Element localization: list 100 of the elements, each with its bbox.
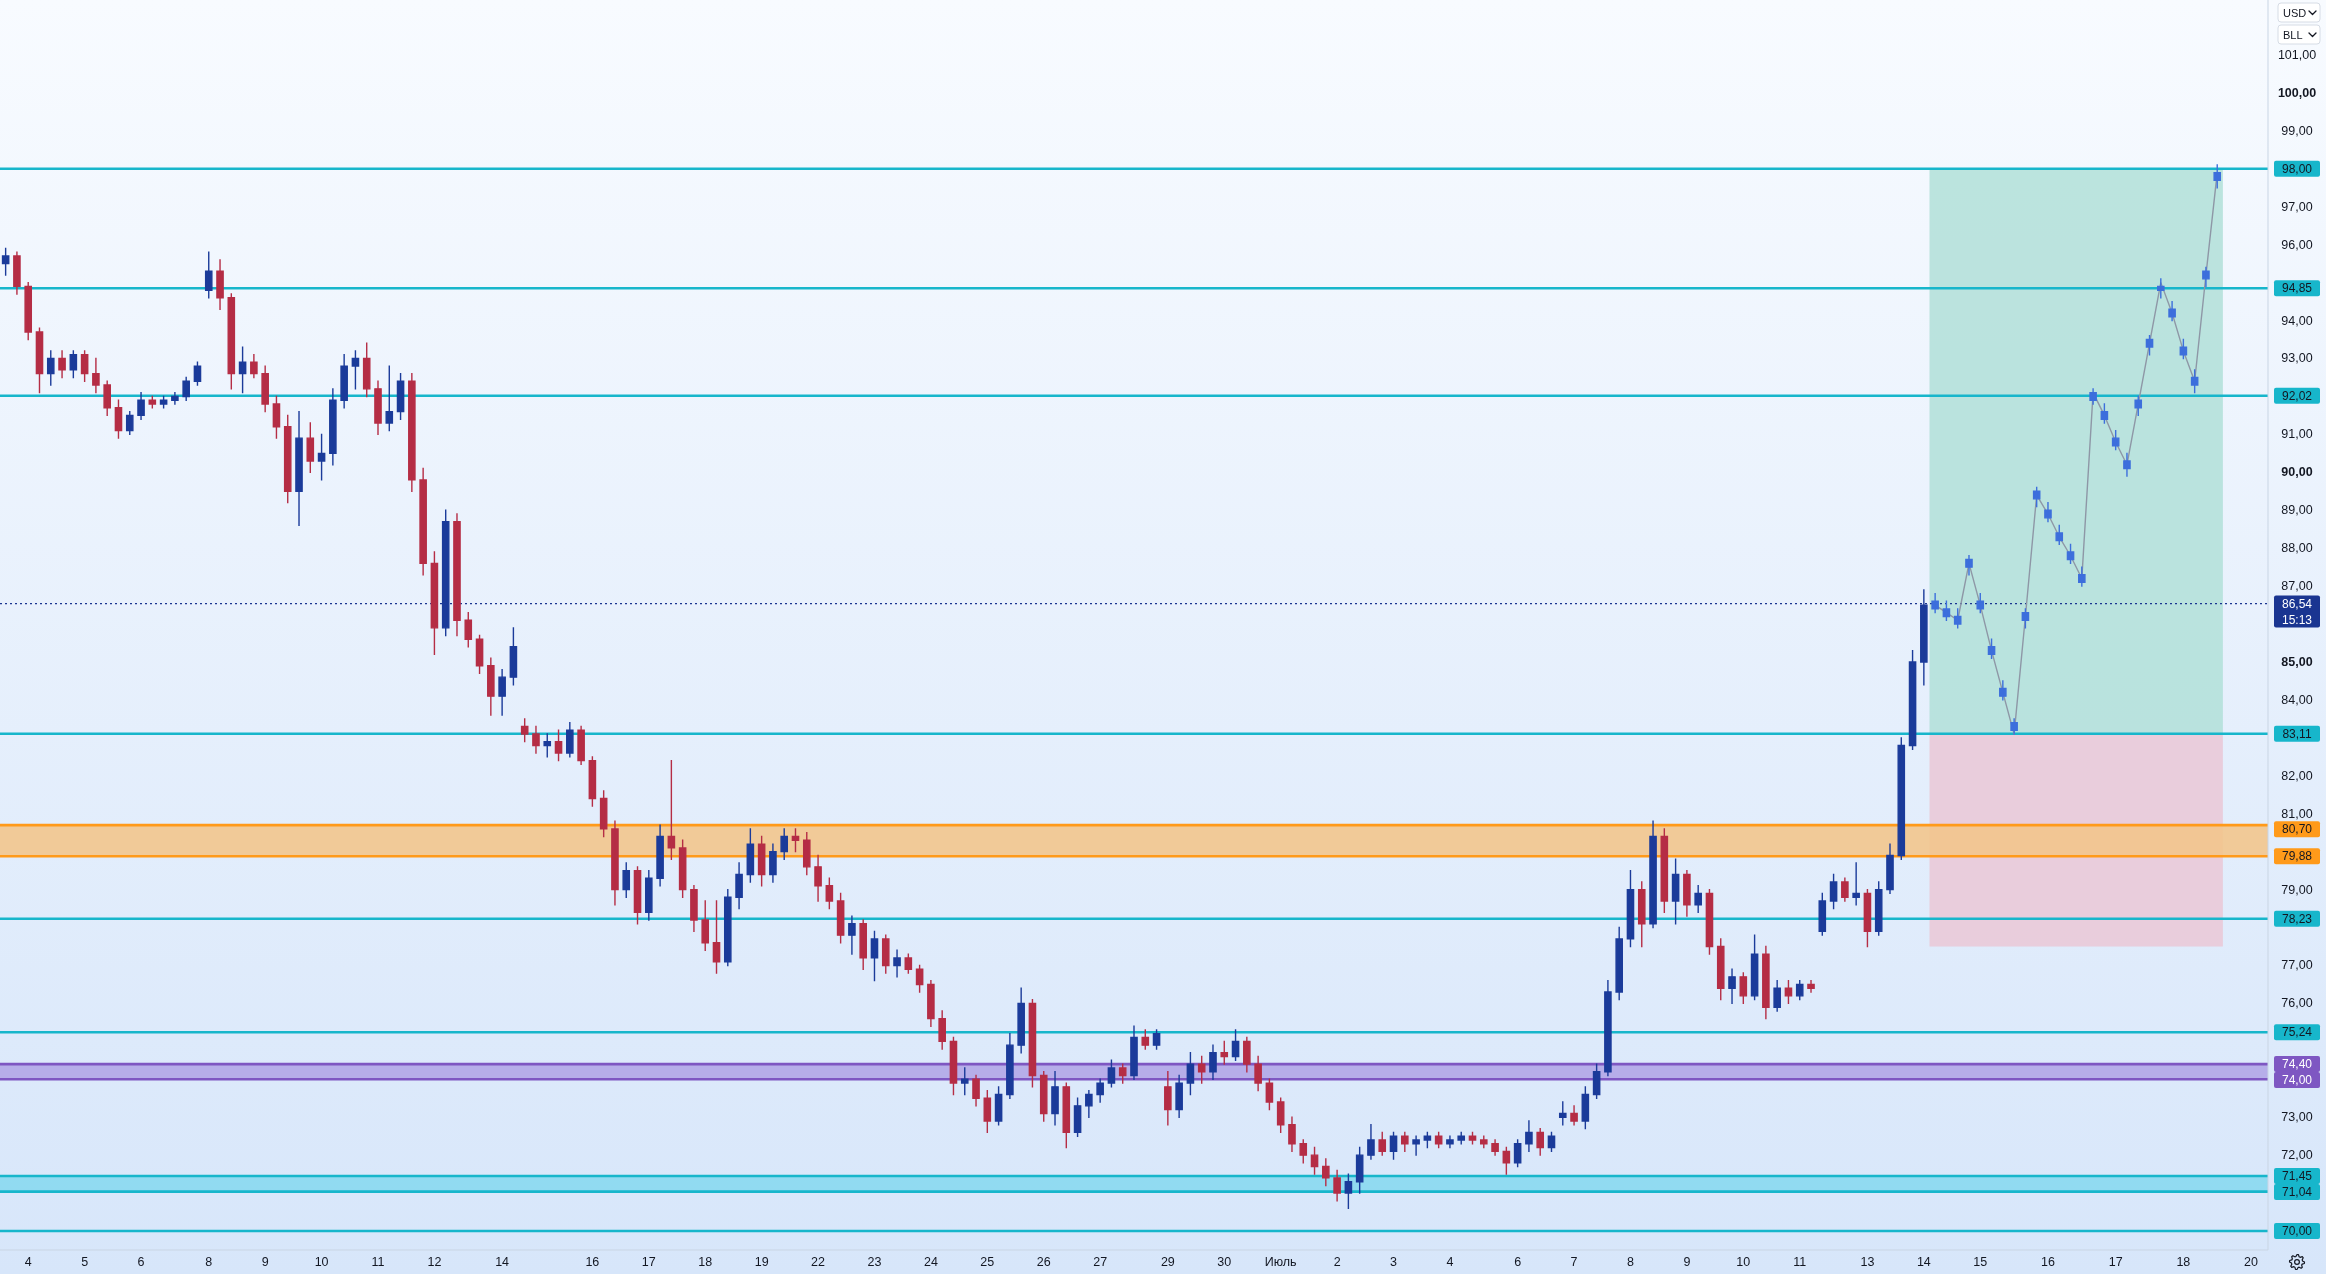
y-tick-label: 89,00	[2281, 503, 2313, 518]
candlestick	[622, 862, 631, 898]
ref-line-label: 86,54 15:13	[2281, 596, 2313, 627]
candlestick	[1987, 638, 1996, 659]
y-tick-label: 81,00	[2281, 806, 2313, 821]
candlestick	[2055, 524, 2064, 546]
candlestick	[577, 725, 585, 766]
candlestick	[1457, 1131, 1466, 1145]
candlestick	[848, 915, 856, 955]
x-tick-label: Июль	[1264, 1255, 1297, 1269]
candlestick	[125, 410, 134, 436]
candlestick	[1694, 885, 1702, 914]
candlestick	[1164, 1071, 1172, 1126]
candlestick	[216, 259, 224, 310]
x-tick-label: 18	[2176, 1255, 2191, 1269]
ref-line-label: 78,23	[2281, 911, 2313, 926]
candlestick	[238, 346, 247, 394]
candlestick	[1310, 1146, 1319, 1175]
x-tick-label: 10	[314, 1255, 329, 1269]
candlestick	[769, 843, 777, 883]
x-tick-label: 4	[24, 1255, 32, 1269]
candlestick	[1649, 820, 1657, 929]
candlestick	[2145, 335, 2154, 356]
ref-line-label: 71,04	[2281, 1185, 2313, 1200]
candlestick	[1491, 1139, 1499, 1156]
candlestick	[1389, 1131, 1398, 1160]
y-tick-label: 76,00	[2281, 996, 2313, 1011]
candlestick	[351, 350, 360, 390]
candlestick	[566, 721, 574, 758]
candlestick	[723, 888, 732, 967]
x-tick-label: 4	[1446, 1255, 1454, 1269]
ref-line-label: 71,45	[2281, 1169, 2313, 1184]
candlestick	[283, 414, 292, 504]
y-tick-label: 93,00	[2281, 351, 2313, 366]
candlestick	[1762, 945, 1770, 1020]
x-tick-label: 6	[1514, 1255, 1522, 1269]
candlestick	[295, 410, 303, 527]
candlestick	[2021, 608, 2030, 629]
x-tick-label: 13	[1860, 1255, 1875, 1269]
y-tick-label: 97,00	[2281, 199, 2313, 214]
x-tick-label: 22	[811, 1255, 826, 1269]
candlestick	[261, 365, 269, 413]
candlestick	[735, 862, 743, 910]
candlestick	[46, 350, 55, 386]
y-tick-label: 90,00	[2281, 465, 2313, 480]
y-tick-label: 96,00	[2281, 237, 2313, 252]
candlestick	[1479, 1135, 1488, 1149]
candlestick	[1288, 1116, 1296, 1153]
x-tick-label: 16	[585, 1255, 600, 1269]
ref-line-label: 94,85	[2281, 281, 2313, 296]
candlestick	[1209, 1044, 1217, 1080]
x-tick-label: 8	[1627, 1255, 1634, 1269]
y-tick-label: 100,00	[2277, 85, 2317, 100]
candlestick	[2111, 429, 2120, 451]
candlestick	[2202, 266, 2210, 288]
candlestick	[362, 342, 371, 398]
candlestick	[2078, 566, 2086, 587]
candlestick	[1423, 1131, 1432, 1149]
candlestick	[1773, 979, 1781, 1012]
candlestick	[148, 395, 157, 409]
candlestick	[927, 979, 935, 1027]
candlestick	[1637, 881, 1646, 948]
candlestick	[1039, 1071, 1048, 1122]
candlestick	[1367, 1124, 1375, 1160]
x-tick-label: 9	[261, 1255, 269, 1269]
candlestick	[904, 953, 913, 974]
y-tick-label: 94,00	[2281, 313, 2313, 328]
candlestick	[870, 930, 879, 982]
x-tick-label: 6	[137, 1255, 145, 1269]
candlestick	[1085, 1089, 1093, 1118]
candlestick	[520, 718, 529, 743]
candlestick	[1186, 1052, 1195, 1096]
candlestick	[1886, 843, 1894, 895]
ref-line-label: 75,24	[2281, 1025, 2313, 1040]
candlestick	[1344, 1173, 1353, 1209]
candlestick	[1254, 1055, 1262, 1092]
x-tick-label: 29	[1160, 1255, 1175, 1269]
candlestick	[2100, 403, 2109, 424]
candlestick	[2032, 486, 2041, 508]
y-tick-label: 79,00	[2281, 882, 2313, 897]
x-tick-label: 25	[980, 1255, 995, 1269]
y-tick-label: 85,00	[2281, 654, 2313, 669]
candlestick	[1265, 1078, 1274, 1111]
candlestick	[802, 832, 811, 876]
candlestick	[1006, 1033, 1014, 1099]
text: BLL	[2283, 28, 2303, 41]
candlestick	[2123, 452, 2131, 477]
x-tick-label: 15	[1973, 1255, 1988, 1269]
text: USD	[2283, 6, 2307, 19]
x-tick-label: 26	[1036, 1255, 1051, 1269]
candlestick	[2134, 395, 2143, 417]
candlestick	[1965, 555, 1973, 576]
candlestick	[960, 1067, 969, 1096]
candlestick	[193, 361, 202, 386]
candlestick	[1615, 926, 1623, 1001]
candlestick	[1558, 1101, 1567, 1126]
candlestick	[611, 820, 619, 906]
ref-line-label: 74,00	[2281, 1073, 2313, 1088]
x-tick-label: 9	[1683, 1255, 1691, 1269]
candlestick	[1378, 1131, 1387, 1156]
